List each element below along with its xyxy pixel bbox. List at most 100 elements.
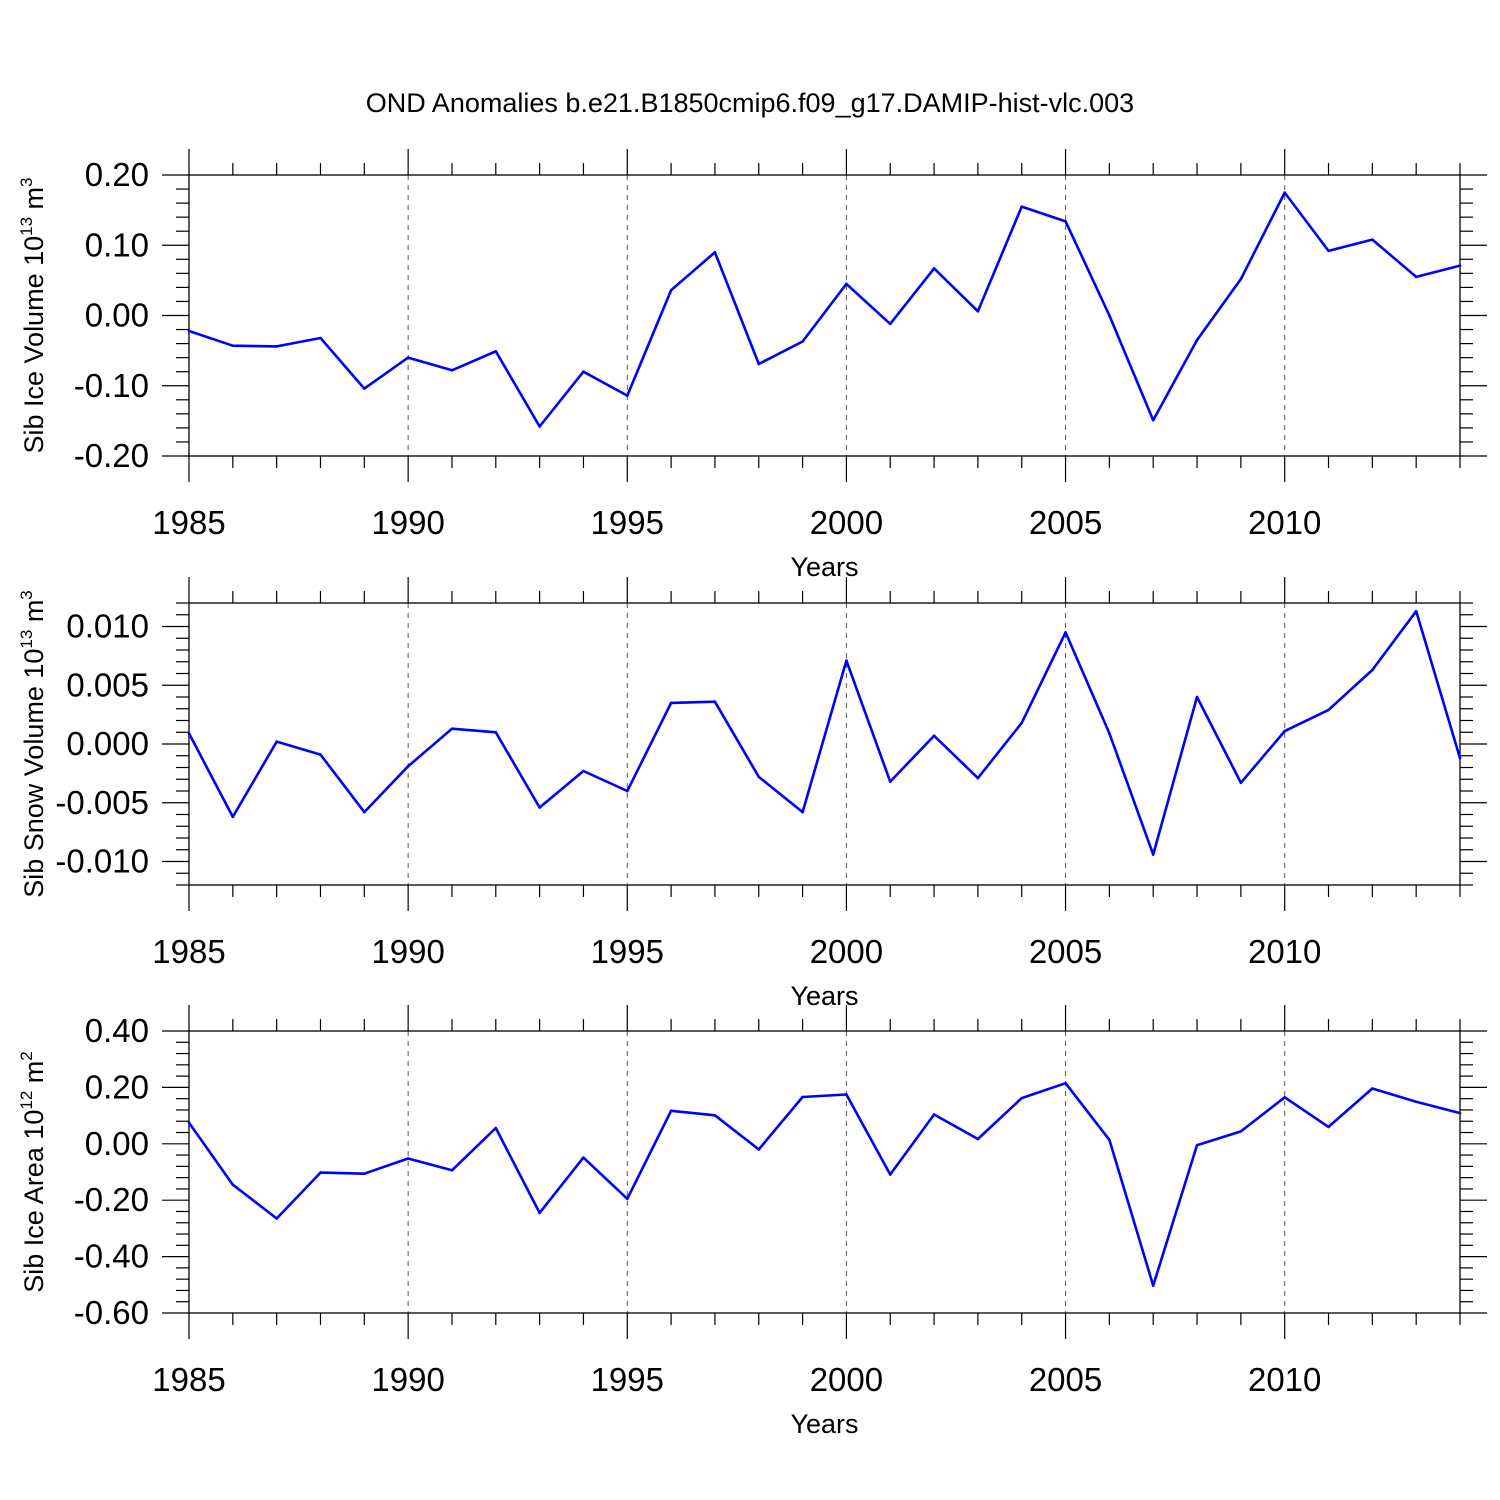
data-point (363, 810, 366, 814)
data-point (801, 810, 804, 814)
data-point (231, 815, 235, 819)
data-point (845, 1093, 848, 1096)
x-tick-label: 2010 (1248, 1361, 1321, 1398)
figure-title: OND Anomalies b.e21.B1850cmip6.f09_g17.D… (366, 88, 1134, 118)
data-point (1108, 314, 1111, 317)
y-axis-title: Sib Ice Volume 1013 m3 (17, 177, 49, 453)
data-point (845, 282, 848, 286)
series-line (188, 191, 1461, 428)
data-point (1064, 1081, 1067, 1085)
x-tick-label: 1990 (371, 933, 444, 970)
plot-frame (188, 174, 1461, 457)
data-point (450, 368, 454, 372)
data-point (1458, 756, 1462, 760)
data-point (363, 387, 366, 390)
x-axis-title: Years (790, 1409, 858, 1439)
data-point (1327, 1125, 1330, 1129)
data-point (1239, 1130, 1243, 1133)
y-tick-label: -0.005 (55, 784, 149, 821)
data-point (538, 1211, 541, 1215)
y-tick-label: 0.20 (85, 1068, 149, 1105)
data-point (494, 350, 498, 353)
data-point (757, 362, 761, 366)
data-point (582, 370, 585, 374)
data-point (406, 1157, 410, 1160)
data-point (1283, 191, 1286, 194)
data-point (275, 345, 278, 348)
data-point (669, 701, 673, 705)
data-point (1108, 1138, 1111, 1142)
data-point (1283, 1095, 1286, 1099)
data-point (1108, 732, 1111, 735)
data-point (845, 659, 848, 662)
data-point (757, 775, 761, 779)
data-point (1371, 668, 1374, 672)
data-point (1195, 1143, 1199, 1147)
data-point (1283, 729, 1286, 733)
data-point (888, 322, 892, 326)
y-tick-label: 0.00 (85, 1125, 149, 1162)
data-point (625, 1197, 629, 1201)
data-point (187, 1121, 191, 1124)
x-tick-label: 1990 (371, 504, 444, 541)
x-tick-label: 1990 (371, 1361, 444, 1398)
plot-frame (188, 602, 1461, 886)
data-point (625, 789, 629, 793)
data-point (494, 730, 498, 734)
data-point (888, 1173, 892, 1176)
data-point (1414, 1100, 1418, 1104)
data-point (1414, 609, 1418, 613)
data-point (976, 776, 980, 780)
data-point (1151, 418, 1155, 422)
x-tick-label: 2005 (1029, 1361, 1102, 1398)
data-point (450, 1169, 454, 1172)
x-axis-title: Years (790, 981, 858, 1011)
data-point (275, 1217, 278, 1220)
x-tick-label: 2010 (1248, 504, 1321, 541)
data-point (1458, 264, 1462, 267)
data-point (406, 356, 410, 359)
x-tick-label: 1995 (591, 933, 664, 970)
data-point (669, 1109, 673, 1113)
y-tick-label: 0.00 (85, 297, 149, 334)
data-point (1195, 695, 1199, 699)
y-tick-label: 0.20 (85, 156, 149, 193)
panel-2: -0.010 -0.005 0.000 0.005 0.010 1985 1990 1995 2… (17, 577, 1487, 1011)
x-tick-label: 2010 (1248, 933, 1321, 970)
panel-3: -0.60 -0.40 -0.20 0.00 0.20 0.40 1985 1990 1995 2… (17, 1005, 1487, 1439)
x-tick-label: 1985 (152, 1361, 225, 1398)
data-point (1195, 338, 1199, 342)
data-point (669, 288, 673, 292)
x-tick-label: 2005 (1029, 504, 1102, 541)
data-point (582, 1156, 585, 1159)
data-point (713, 700, 717, 703)
plot-frame (188, 1030, 1461, 1314)
y-tick-label: 0.005 (66, 666, 149, 703)
data-point (801, 340, 804, 343)
data-point (713, 1114, 717, 1117)
y-tick-label: 0.10 (85, 226, 149, 263)
data-point (450, 727, 454, 731)
y-tick-label: -0.010 (55, 843, 149, 880)
data-point (1239, 781, 1243, 785)
data-point (231, 1183, 235, 1186)
data-point (538, 425, 541, 428)
y-axis-title: Sib Ice Area 1012 m2 (17, 1051, 49, 1293)
data-point (1151, 1284, 1155, 1287)
x-tick-label: 1985 (152, 933, 225, 970)
data-point (932, 267, 936, 270)
y-axis-title: Sib Snow Volume 1013 m3 (17, 590, 49, 898)
data-point (1458, 1111, 1462, 1115)
series-line (187, 1081, 1461, 1287)
y-tick-label: -0.20 (74, 437, 149, 474)
data-point (1020, 205, 1024, 208)
data-point (1327, 249, 1330, 253)
panel-1: -0.20 -0.10 0.00 0.10 0.20 1985 1990 1995 2000 20… (17, 149, 1487, 582)
y-tick-label: -0.40 (74, 1238, 149, 1275)
x-tick-label: 2000 (810, 933, 883, 970)
y-tick-label: 0.000 (66, 725, 149, 762)
x-tick-label: 1985 (152, 504, 225, 541)
data-point (1414, 275, 1418, 279)
data-point (801, 1095, 804, 1099)
